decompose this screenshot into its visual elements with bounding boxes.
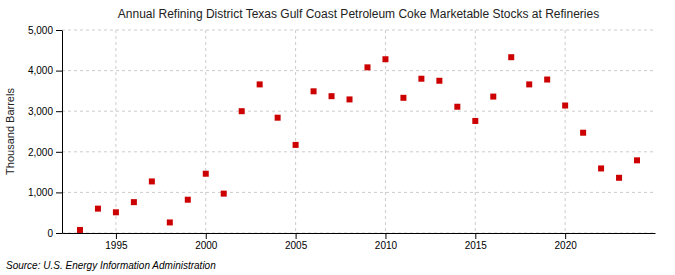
grid-line-x xyxy=(565,30,566,233)
point xyxy=(203,171,209,177)
y-tick-mark xyxy=(56,192,62,193)
y-tick: 4,000 xyxy=(28,65,62,76)
x-tick-mark xyxy=(296,233,297,239)
x-tick-mark xyxy=(475,233,476,239)
point xyxy=(149,178,155,184)
y-axis: 0 1,000 2,000 3,000 4,000 5,000 xyxy=(28,25,63,239)
x-tick-label: 2000 xyxy=(195,240,218,251)
y-tick-label: 4,000 xyxy=(28,65,53,76)
point xyxy=(311,88,317,94)
point xyxy=(544,77,550,83)
y-tick: 3,000 xyxy=(28,106,62,117)
grid-line-y xyxy=(62,151,655,152)
x-tick-label: 2010 xyxy=(375,240,398,251)
point xyxy=(598,165,604,171)
point xyxy=(454,104,460,110)
point xyxy=(131,199,137,205)
x-tick: 1995 xyxy=(105,233,128,251)
x-tick-label: 2005 xyxy=(285,240,308,251)
y-tick-mark xyxy=(56,71,62,72)
x-tick-mark xyxy=(206,233,207,239)
grid-line-y xyxy=(62,70,655,71)
y-tick-mark xyxy=(56,233,62,234)
point xyxy=(634,157,640,163)
point xyxy=(580,130,586,136)
point xyxy=(436,78,442,84)
x-tick: 2020 xyxy=(555,233,578,251)
point xyxy=(221,191,227,197)
grid-line-y xyxy=(62,192,655,193)
point xyxy=(77,227,83,233)
point xyxy=(382,56,388,62)
x-tick-label: 1995 xyxy=(105,240,128,251)
y-tick-mark xyxy=(56,152,62,153)
x-tick-mark xyxy=(116,233,117,239)
grid-line-y xyxy=(62,111,655,112)
y-tick: 5,000 xyxy=(28,25,62,36)
point xyxy=(472,118,478,124)
y-axis-title: Thousand Barrels xyxy=(4,88,16,175)
point xyxy=(490,94,496,100)
grid-line-y xyxy=(62,30,655,31)
point xyxy=(364,64,370,70)
y-tick-label: 3,000 xyxy=(28,106,53,117)
x-tick-label: 2020 xyxy=(555,240,578,251)
y-tick: 2,000 xyxy=(28,147,62,158)
point xyxy=(239,108,245,114)
x-tick: 2010 xyxy=(375,233,398,251)
grid-line-x xyxy=(205,30,206,233)
point xyxy=(562,103,568,109)
y-tick: 0 xyxy=(47,228,62,239)
point xyxy=(275,115,281,121)
point xyxy=(329,93,335,99)
point xyxy=(526,81,532,87)
point xyxy=(418,76,424,82)
y-tick-label: 5,000 xyxy=(28,25,53,36)
x-axis-line xyxy=(63,233,656,234)
y-tick-label: 2,000 xyxy=(28,147,53,158)
x-axis: 1995 2000 2005 2010 2015 2020 xyxy=(63,233,656,251)
source: Source: U.S. Energy Information Administ… xyxy=(6,260,216,271)
x-tick: 2015 xyxy=(465,233,488,251)
plot-area: 1995 2000 2005 2010 2015 2020 0 1,000 2,000 3,000… xyxy=(28,25,656,251)
y-tick-label: 0 xyxy=(47,228,53,239)
point xyxy=(508,54,514,60)
point xyxy=(347,96,353,102)
y-axis-line xyxy=(62,31,63,234)
points xyxy=(77,54,640,233)
point xyxy=(257,81,263,87)
grid xyxy=(62,30,655,233)
point xyxy=(95,206,101,212)
title: Annual Refining District Texas Gulf Coas… xyxy=(118,7,599,21)
point xyxy=(400,95,406,101)
point xyxy=(113,209,119,215)
y-tick-mark xyxy=(56,111,62,112)
x-tick: 2000 xyxy=(195,233,218,251)
x-tick-mark xyxy=(385,233,386,239)
grid-line-x xyxy=(475,30,476,233)
chart: 1995 2000 2005 2010 2015 2020 0 1,000 2,000 3,000… xyxy=(0,0,675,275)
y-tick-mark xyxy=(56,30,62,31)
x-tick: 2005 xyxy=(285,233,308,251)
point xyxy=(293,142,299,148)
point xyxy=(167,219,173,225)
y-tick: 1,000 xyxy=(28,187,62,198)
grid-line-x xyxy=(115,30,116,233)
x-tick-mark xyxy=(565,233,566,239)
x-tick-label: 2015 xyxy=(465,240,488,251)
point xyxy=(185,197,191,203)
grid-line-x xyxy=(295,30,296,233)
point xyxy=(616,175,622,181)
y-tick-label: 1,000 xyxy=(28,187,53,198)
